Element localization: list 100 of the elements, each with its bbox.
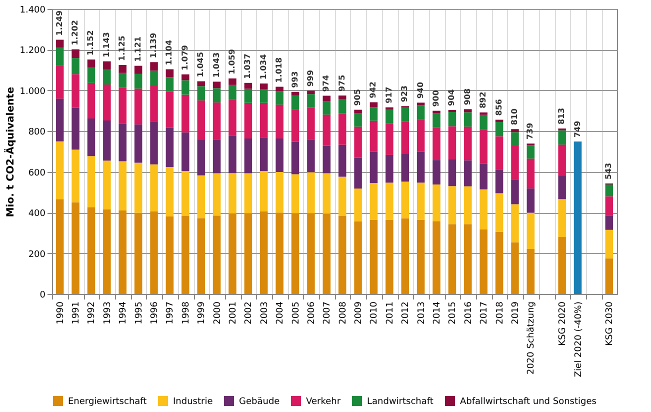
bar xyxy=(322,114,331,146)
total-label: 905 xyxy=(353,88,362,106)
bar xyxy=(464,186,472,224)
x-tick-label: 2007 xyxy=(322,302,333,324)
bar xyxy=(416,102,425,106)
total-label: 940 xyxy=(416,82,425,99)
bar xyxy=(464,112,472,127)
bar xyxy=(134,88,142,124)
bar xyxy=(182,171,190,216)
total-label: 1.143 xyxy=(102,32,111,58)
bar xyxy=(212,102,221,140)
bar xyxy=(511,242,519,294)
x-tick-label: 2001 xyxy=(228,302,238,324)
bar xyxy=(322,101,331,115)
bar xyxy=(558,237,566,294)
x-tick-label: 2011 xyxy=(385,302,396,324)
x-tick-label: KSG 2020 xyxy=(558,301,568,346)
bar xyxy=(260,102,268,138)
bar xyxy=(118,88,127,124)
bar xyxy=(322,173,331,214)
bar xyxy=(56,65,64,99)
bar xyxy=(87,68,96,83)
bar xyxy=(87,118,96,156)
total-label: 975 xyxy=(337,74,346,92)
bar xyxy=(118,161,127,211)
bar xyxy=(416,182,425,220)
bar xyxy=(605,258,614,294)
bar xyxy=(276,172,284,213)
bar xyxy=(338,144,346,177)
bar xyxy=(150,70,158,86)
bar xyxy=(134,74,142,89)
total-label: 1.079 xyxy=(180,44,190,70)
total-label: 1.249 xyxy=(54,10,64,36)
bar xyxy=(386,107,394,110)
bar xyxy=(416,152,425,183)
bar xyxy=(260,171,268,212)
bar xyxy=(338,96,346,100)
bar xyxy=(87,207,96,294)
bar xyxy=(354,188,362,222)
bar xyxy=(338,216,346,294)
bar xyxy=(56,40,64,48)
bar xyxy=(386,220,394,294)
legend-label: Landwirtschaft xyxy=(367,397,434,407)
legend-label: Verkehr xyxy=(306,397,341,407)
bar xyxy=(448,159,456,186)
bar xyxy=(150,86,158,122)
total-label: 923 xyxy=(400,85,410,102)
bar xyxy=(103,160,111,210)
bar xyxy=(72,202,80,294)
x-tick-label: 2006 xyxy=(306,301,317,324)
bar xyxy=(182,132,190,172)
bar xyxy=(244,88,252,103)
legend-label: Abfallwirtschaft und Sonstiges xyxy=(460,397,597,407)
total-label: 1.125 xyxy=(118,35,127,61)
bar xyxy=(228,136,236,174)
bar xyxy=(134,124,142,163)
total-label: 1.104 xyxy=(164,40,174,66)
bar xyxy=(495,193,504,232)
bar xyxy=(197,175,205,218)
bar xyxy=(72,108,80,150)
bar xyxy=(605,184,614,196)
total-label: 892 xyxy=(478,92,488,108)
bar xyxy=(166,92,174,128)
bar xyxy=(432,113,440,128)
bar xyxy=(338,99,346,114)
total-label: 1.121 xyxy=(133,36,142,62)
bar xyxy=(212,88,221,102)
bar xyxy=(134,66,142,74)
bar xyxy=(370,120,378,152)
bar xyxy=(495,169,504,194)
x-tick-label: 2018 xyxy=(495,301,506,324)
total-label: 1.043 xyxy=(212,52,221,78)
total-label: 917 xyxy=(384,86,394,104)
y-tick-label: 400 xyxy=(28,209,46,220)
bar xyxy=(386,182,394,220)
bar xyxy=(228,99,236,136)
bar xyxy=(605,196,614,216)
x-tick-label: 2020 Schätzung xyxy=(526,302,537,375)
bar xyxy=(182,80,190,95)
bar xyxy=(228,84,236,100)
bar xyxy=(166,69,174,78)
bar xyxy=(150,164,158,212)
bar xyxy=(307,107,315,140)
bar xyxy=(244,102,252,138)
y-tick-label: 600 xyxy=(28,168,46,178)
total-label: 974 xyxy=(322,74,331,92)
total-label: 993 xyxy=(290,71,300,88)
x-tick-label: 2002 xyxy=(244,302,254,324)
bar xyxy=(464,109,472,112)
bar xyxy=(432,221,440,294)
x-tick-label: 2019 xyxy=(510,301,521,324)
x-tick-label: 2004 xyxy=(276,301,286,324)
bar xyxy=(103,120,111,161)
bar xyxy=(103,84,111,121)
x-tick-label: 2014 xyxy=(432,301,443,324)
bar xyxy=(322,146,331,174)
x-tick-label: 2005 xyxy=(291,302,302,324)
y-tick-label: 800 xyxy=(28,128,46,138)
bar xyxy=(511,204,519,242)
x-tick-label: 2017 xyxy=(480,302,490,324)
